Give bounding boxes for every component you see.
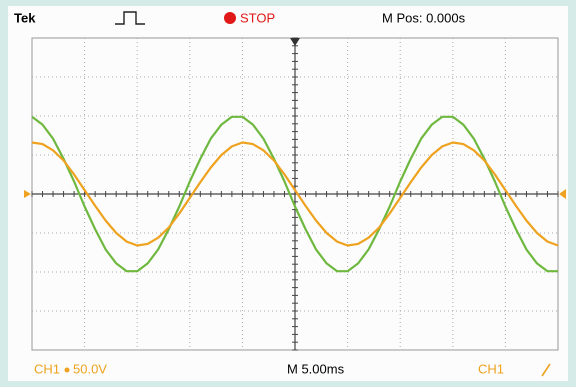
scope-screen: Tek STOP M Pos: 0.000s CH1 50.0V M 5.00m… — [0, 0, 576, 387]
page: Tek STOP M Pos: 0.000s CH1 50.0V M 5.00m… — [0, 0, 576, 387]
coupling-icon — [65, 368, 70, 373]
brand: Tek — [14, 10, 36, 25]
volts-per-div: 50.0V — [73, 361, 107, 376]
channel-label: CH1 — [34, 361, 60, 376]
stop-dot — [224, 12, 236, 24]
trigger-source: CH1 — [478, 361, 504, 376]
run-state: STOP — [240, 10, 275, 25]
horizontal-position: M Pos: 0.000s — [382, 10, 466, 25]
timebase: M 5.00ms — [287, 361, 345, 376]
